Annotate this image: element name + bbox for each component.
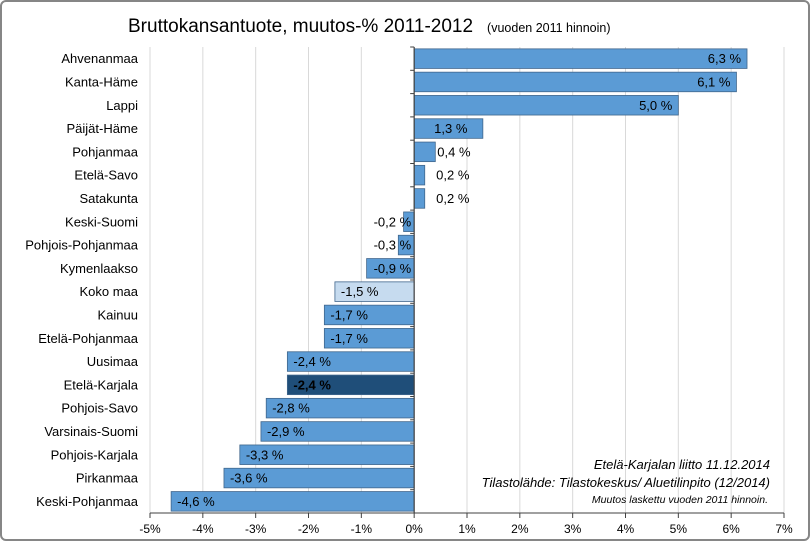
x-tick-label: 1% — [458, 522, 476, 536]
data-label: -1,5 % — [341, 284, 379, 299]
axes — [149, 46, 785, 518]
source-note-2: Tilastolähde: Tilastokeskus/ Aluetilinpi… — [482, 475, 770, 490]
x-tick-label: 3% — [564, 522, 582, 536]
chart-title-main: Bruttokansantuote, muutos-% 2011-2012 — [128, 16, 473, 37]
source-note-1: Etelä-Karjalan liitto 11.12.2014 — [594, 457, 770, 472]
x-tick-label: -5% — [139, 522, 161, 536]
x-tick-label: 7% — [775, 522, 793, 536]
bar — [413, 164, 426, 186]
labels: -5% -4% -3% -2% -1% 0% 1% 2% 3% 4% 5% 6% 7% Ahvenanma… — [25, 51, 793, 536]
bars — [170, 48, 748, 512]
bar — [413, 71, 737, 93]
x-tick-label: -4% — [192, 522, 214, 536]
x-tick-label: 5% — [670, 522, 688, 536]
category-label: Etelä-Savo — [74, 168, 138, 183]
data-label: -3,6 % — [230, 471, 268, 486]
chart-title: Bruttokansantuote, muutos-% 2011-2012 (v… — [128, 16, 611, 37]
category-label: Etelä-Karjala — [64, 377, 139, 392]
data-label: 0,2 % — [436, 168, 470, 183]
category-label: Varsinais-Suomi — [44, 424, 138, 439]
data-label: -3,3 % — [246, 447, 284, 462]
category-label: Pohjois-Pohjanmaa — [25, 238, 139, 253]
category-label: Lappi — [106, 98, 138, 113]
category-label: Kanta-Häme — [65, 74, 138, 89]
data-label: -1,7 % — [330, 331, 368, 346]
data-label: -4,6 % — [177, 494, 215, 509]
data-label: 1,3 % — [434, 121, 468, 136]
data-label: -2,8 % — [272, 401, 310, 416]
category-label: Pohjois-Karjala — [51, 447, 139, 462]
source-note-3: Muutos laskettu vuoden 2011 hinnoin. — [592, 494, 768, 506]
category-label: Etelä-Pohjanmaa — [38, 331, 138, 346]
data-label: 0,4 % — [437, 144, 471, 159]
category-label: Päijät-Häme — [66, 121, 138, 136]
category-label: Satakunta — [79, 191, 138, 206]
x-tick-label: 6% — [722, 522, 740, 536]
category-label: Pohjois-Savo — [61, 401, 138, 416]
data-label: -1,7 % — [330, 307, 368, 322]
bar — [413, 48, 748, 69]
data-label: -0,2 % — [374, 214, 412, 229]
category-label: Ahvenanmaa — [61, 51, 138, 66]
x-tick-label: 2% — [511, 522, 529, 536]
chart-subtitle: (vuoden 2011 hinnoin) — [487, 21, 610, 35]
category-label: Kymenlaakso — [60, 261, 138, 276]
x-tick-label: 4% — [617, 522, 635, 536]
x-tick-label: -2% — [298, 522, 320, 536]
x-tick-label: -1% — [351, 522, 373, 536]
category-label: Kainuu — [98, 307, 138, 322]
data-label: 6,3 % — [708, 51, 742, 66]
category-label: Keski-Pohjanmaa — [36, 494, 139, 509]
bar — [413, 141, 436, 163]
data-label: -2,4 % — [293, 354, 331, 369]
x-tick-label: 0% — [405, 522, 423, 536]
data-label: -0,9 % — [374, 261, 412, 276]
data-label: -0,3 % — [374, 238, 412, 253]
data-label: -2,4 % — [293, 377, 331, 392]
x-tick-label: -3% — [245, 522, 267, 536]
category-label: Pohjanmaa — [72, 144, 139, 159]
category-label: Pirkanmaa — [76, 471, 139, 486]
bar — [413, 188, 426, 209]
data-label: 0,2 % — [436, 191, 470, 206]
data-label: 5,0 % — [639, 98, 673, 113]
category-label: Keski-Suomi — [65, 214, 138, 229]
data-label: -2,9 % — [267, 424, 305, 439]
data-label: 6,1 % — [697, 74, 731, 89]
category-label: Koko maa — [79, 284, 138, 299]
gridlines — [149, 47, 785, 513]
category-label: Uusimaa — [87, 354, 139, 369]
